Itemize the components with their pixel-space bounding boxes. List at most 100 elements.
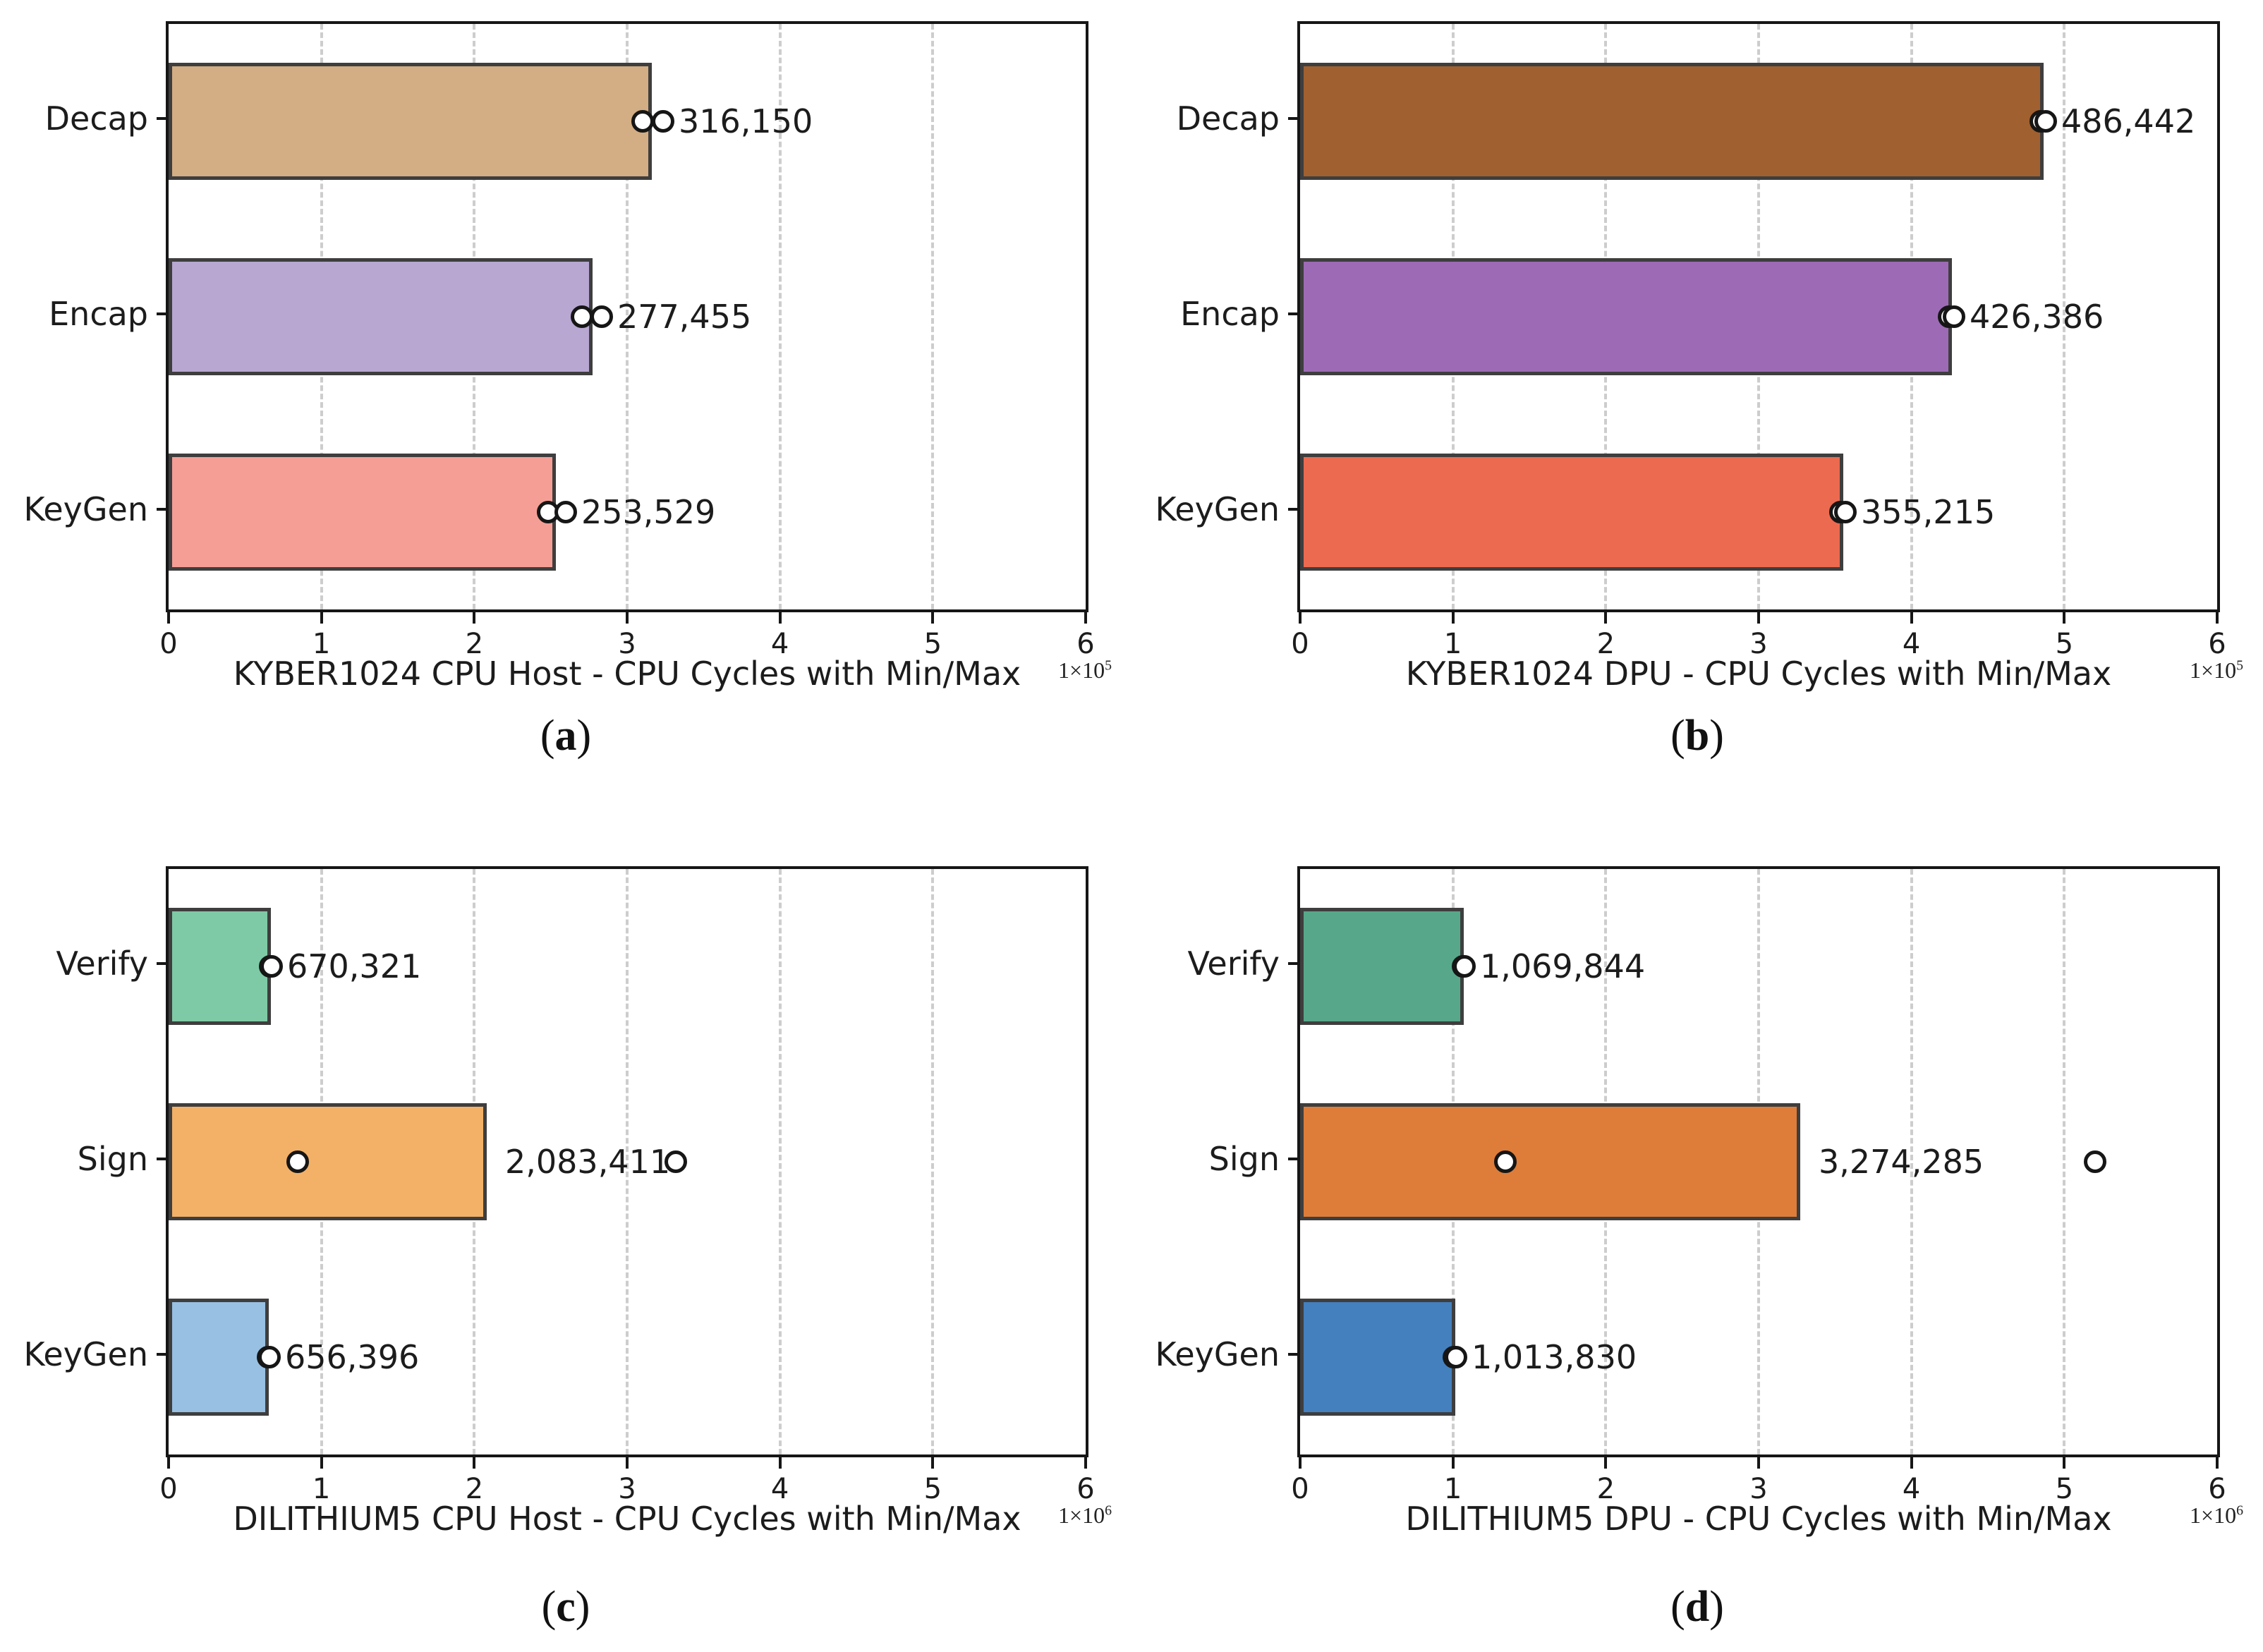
plot-area: 316,150 277,455 253,529 [166, 21, 1088, 612]
x-tick-label: 0 [1291, 628, 1309, 660]
x-tick-label: 5 [923, 628, 942, 660]
max-marker [652, 110, 674, 133]
bar-verify [169, 908, 271, 1025]
x-tick [626, 1457, 629, 1469]
x-tick-label: 2 [465, 628, 484, 660]
x-tick [2216, 612, 2219, 624]
x-tick [2216, 1457, 2219, 1469]
max-marker [260, 955, 283, 978]
bar-encap [1300, 258, 1952, 375]
max-marker [1453, 955, 1476, 978]
x-tick [473, 1457, 476, 1469]
min-marker [631, 110, 654, 133]
subfigure-caption: (d) [1670, 1583, 1724, 1631]
x-tick [167, 612, 170, 624]
x-tick [1910, 612, 1913, 624]
x-tick [1299, 612, 1302, 624]
x-tick [1910, 1457, 1913, 1469]
max-marker [258, 1346, 281, 1368]
axis-exponent-label: 1×105 [1058, 657, 1112, 683]
x-tick [931, 612, 935, 624]
gridline [931, 869, 935, 1454]
bar-sign [169, 1103, 487, 1220]
value-label: 1,069,844 [1480, 947, 1646, 985]
y-tick [1288, 312, 1299, 315]
gridline [626, 24, 629, 609]
axis-label: DILITHIUM5 CPU Host - CPU Cycles with Mi… [233, 1500, 1021, 1538]
max-marker [2034, 110, 2057, 133]
y-tick [1288, 508, 1299, 511]
x-axis: 0 1 2 3 4 5 6 [159, 1457, 1095, 1521]
x-axis: 0 1 2 3 4 5 6 [1291, 1457, 2226, 1521]
category-label: Decap [44, 99, 148, 138]
x-tick [1451, 612, 1455, 624]
axis-label: KYBER1024 DPU - CPU Cycles with Min/Max [1405, 655, 2112, 693]
panel-d: 1,069,844 3,274,285 1,013,830 0 1 2 3 4 5 6 DILI… [1132, 826, 2263, 1652]
plot-area: 486,442 426,386 355,215 [1297, 21, 2220, 612]
x-tick-label: 4 [1902, 1473, 1921, 1505]
x-tick [2063, 1457, 2066, 1469]
max-marker [1834, 501, 1857, 523]
axis-exponent-label: 1×106 [1058, 1502, 1112, 1528]
x-tick-label: 2 [465, 1473, 484, 1505]
x-tick [1604, 1457, 1608, 1469]
value-label: 670,321 [287, 947, 422, 985]
x-tick-label: 5 [2055, 628, 2074, 660]
value-label: 277,455 [617, 298, 752, 336]
x-tick-label: 1 [312, 628, 331, 660]
x-tick-label: 2 [1596, 1473, 1615, 1505]
x-tick-label: 5 [923, 1473, 942, 1505]
panel-a: 316,150 277,455 253,529 0 1 2 3 4 5 6 KYBER1024 … [0, 0, 1132, 826]
x-tick-label: 3 [1749, 1473, 1768, 1505]
bar-keygen [169, 1299, 269, 1416]
x-tick-label: 0 [159, 1473, 178, 1505]
gridline [2063, 24, 2066, 609]
max-marker [1445, 1346, 1467, 1368]
x-tick-label: 4 [770, 628, 789, 660]
subfigure-caption: (b) [1670, 712, 1724, 760]
value-label: 656,396 [285, 1338, 420, 1376]
x-tick [473, 612, 476, 624]
bar-keygen [1300, 1299, 1455, 1416]
max-marker [1943, 305, 1965, 328]
value-label: 316,150 [679, 102, 813, 140]
gridline [778, 869, 782, 1454]
category-label: Sign [1208, 1140, 1280, 1178]
x-tick-label: 1 [1443, 628, 1462, 660]
value-label: 3,274,285 [1819, 1143, 1984, 1181]
y-tick [1288, 1158, 1299, 1160]
axis-exponent-label: 1×105 [2190, 657, 2243, 683]
category-label: KeyGen [23, 490, 149, 528]
bar-verify [1300, 908, 1464, 1025]
x-tick [626, 612, 629, 624]
bar-sign [1300, 1103, 1800, 1220]
gridline [626, 869, 629, 1454]
x-tick-label: 4 [1902, 628, 1921, 660]
bar-keygen [1300, 454, 1843, 571]
gridline [931, 24, 935, 609]
max-marker [554, 501, 577, 523]
subfigure-caption: (c) [541, 1583, 590, 1631]
gridline [778, 24, 782, 609]
min-marker [286, 1150, 309, 1173]
value-label: 2,083,411 [505, 1143, 671, 1181]
x-tick-label: 6 [2208, 1473, 2226, 1505]
bar-keygen [169, 454, 556, 571]
category-label: Verify [1187, 945, 1280, 983]
y-tick [157, 962, 167, 965]
bar-decap [1300, 63, 2044, 180]
x-tick-label: 3 [618, 1473, 636, 1505]
x-tick-label: 6 [1076, 1473, 1095, 1505]
max-marker [590, 305, 613, 328]
subfigure-caption: (a) [540, 712, 592, 760]
x-axis: 0 1 2 3 4 5 6 [1291, 612, 2226, 676]
x-tick-label: 6 [1076, 628, 1095, 660]
x-tick [778, 1457, 782, 1469]
y-tick [1288, 962, 1299, 965]
category-label: KeyGen [1155, 490, 1280, 528]
x-tick-label: 6 [2208, 628, 2226, 660]
x-tick [320, 612, 323, 624]
x-tick-label: 1 [1443, 1473, 1462, 1505]
min-marker [1494, 1150, 1517, 1173]
x-tick [931, 1457, 935, 1469]
